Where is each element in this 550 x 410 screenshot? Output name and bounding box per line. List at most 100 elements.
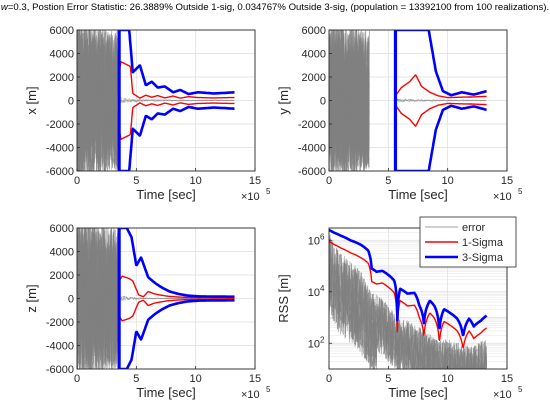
- y-tick-label: 0: [68, 96, 74, 108]
- x-exponent: ×10: [241, 191, 260, 203]
- x-tick-label: 5: [133, 175, 139, 187]
- three_sigma-upper: [394, 30, 488, 97]
- x-exponent-power: 5: [266, 385, 271, 394]
- error-trace: [394, 98, 487, 103]
- y-tick-label: -6000: [46, 364, 74, 376]
- x-tick-label: 15: [249, 373, 261, 385]
- y-axis-label: z [m]: [24, 284, 39, 312]
- x-tick-label: 0: [326, 373, 332, 385]
- error-trace: [77, 229, 118, 369]
- legend-label: 1-Sigma: [462, 237, 504, 249]
- x-tick-label: 15: [501, 175, 513, 187]
- three_sigma-upper: [118, 30, 236, 96]
- error-trace: [117, 295, 235, 301]
- y-tick-label: -2000: [46, 317, 74, 329]
- x-tick-label: 5: [133, 373, 139, 385]
- title-text: =0.3, Postion Error Statistic: 26.3889% …: [7, 2, 550, 13]
- error-trace: [77, 228, 118, 369]
- x-axis-label: Time [sec]: [136, 187, 195, 202]
- error-trace: [117, 97, 235, 104]
- x-exponent-power: 5: [266, 187, 271, 196]
- one_sigma-lower: [118, 102, 235, 140]
- figure-title: w=0.3, Postion Error Statistic: 26.3889%…: [0, 2, 550, 13]
- w-label: w: [0, 2, 8, 13]
- legend-label: error: [462, 222, 486, 234]
- x-tick-label: 5: [385, 175, 391, 187]
- y-tick-label: 4000: [302, 49, 326, 61]
- one_sigma-upper: [118, 61, 235, 99]
- plot-series: [77, 30, 236, 171]
- x-tick-label: 0: [326, 175, 332, 187]
- legend-label: 3-Sigma: [462, 252, 504, 264]
- series-error: [77, 30, 235, 171]
- x-tick-label: 0: [74, 373, 80, 385]
- x-exponent: ×10: [493, 389, 512, 401]
- three_sigma-lower: [118, 298, 236, 369]
- one_sigma-upper: [394, 74, 487, 99]
- series-error: [329, 234, 487, 369]
- x-exponent-power: 5: [518, 187, 523, 196]
- x-tick-label: 15: [249, 175, 261, 187]
- y-axis-label: x [m]: [24, 86, 39, 114]
- x-tick-label: 0: [74, 175, 80, 187]
- y-tick-label: 4000: [50, 247, 74, 259]
- x-exponent: ×10: [493, 191, 512, 203]
- series-three-sigma: [117, 228, 236, 369]
- series-one-sigma: [118, 61, 235, 140]
- x-exponent-power: 5: [518, 385, 523, 394]
- three_sigma-lower: [118, 105, 236, 171]
- plot-series: [77, 228, 236, 369]
- x-tick-label: 15: [501, 373, 513, 385]
- three_sigma-upper: [118, 228, 236, 299]
- x-exponent: ×10: [241, 389, 260, 401]
- y-tick-label: 6000: [50, 223, 74, 235]
- legend: error 1-Sigma 3-Sigma: [419, 216, 517, 268]
- series-error: [77, 228, 235, 369]
- y-tick-label: 10: [308, 287, 320, 299]
- y-tick-label: 2000: [50, 270, 74, 282]
- y-tick-label: -2000: [298, 119, 326, 131]
- x-axis-label: Time [sec]: [388, 187, 447, 202]
- y-tick-label: 4000: [50, 49, 74, 61]
- y-tick-label: 10: [308, 235, 320, 247]
- y-tick-label: -4000: [46, 143, 74, 155]
- series-three-sigma: [117, 30, 236, 171]
- x-tick-label: 10: [442, 373, 454, 385]
- x-axis-label: Time [sec]: [136, 385, 195, 400]
- plot-series: [329, 30, 488, 171]
- three_sigma-lower: [394, 104, 488, 171]
- plot-series: [329, 228, 488, 369]
- series-three-sigma: [329, 228, 488, 337]
- one_sigma-lower: [394, 102, 487, 127]
- y-tick-exponent: 2: [320, 335, 325, 344]
- three_sigma-line: [329, 228, 488, 337]
- y-tick-label: 0: [320, 96, 326, 108]
- y-axis-label: RSS [m]: [276, 274, 291, 322]
- y-tick-label: -6000: [46, 166, 74, 178]
- y-tick-label: 2000: [302, 72, 326, 84]
- error-trace: [329, 30, 370, 171]
- series-one-sigma: [329, 240, 488, 348]
- x-tick-label: 5: [385, 373, 391, 385]
- series-three-sigma: [393, 30, 488, 171]
- error-trace: [77, 32, 118, 171]
- y-tick-label: -2000: [46, 119, 74, 131]
- axes-frame: [328, 227, 508, 370]
- panel-x: 0 5 10 15 -6000 -4000 -2000 0 2000 4000 6000 Time […: [24, 25, 271, 203]
- panel-y: 0 5 10 15 -6000 -4000 -2000 0 2000 4000 6000 Time […: [276, 25, 523, 203]
- y-tick-label: 6000: [302, 25, 326, 37]
- y-tick-label: 10: [308, 338, 320, 350]
- y-tick-label: 6000: [50, 25, 74, 37]
- x-tick-label: 10: [442, 175, 454, 187]
- series-error: [329, 30, 487, 171]
- error-trace: [329, 249, 487, 369]
- y-tick-label: 0: [68, 294, 74, 306]
- y-tick-exponent: 6: [320, 232, 325, 241]
- x-tick-label: 10: [190, 175, 202, 187]
- x-axis-label: Time [sec]: [388, 385, 447, 400]
- y-tick-label: -6000: [298, 166, 326, 178]
- series-one-sigma: [394, 74, 487, 127]
- x-tick-label: 10: [190, 373, 202, 385]
